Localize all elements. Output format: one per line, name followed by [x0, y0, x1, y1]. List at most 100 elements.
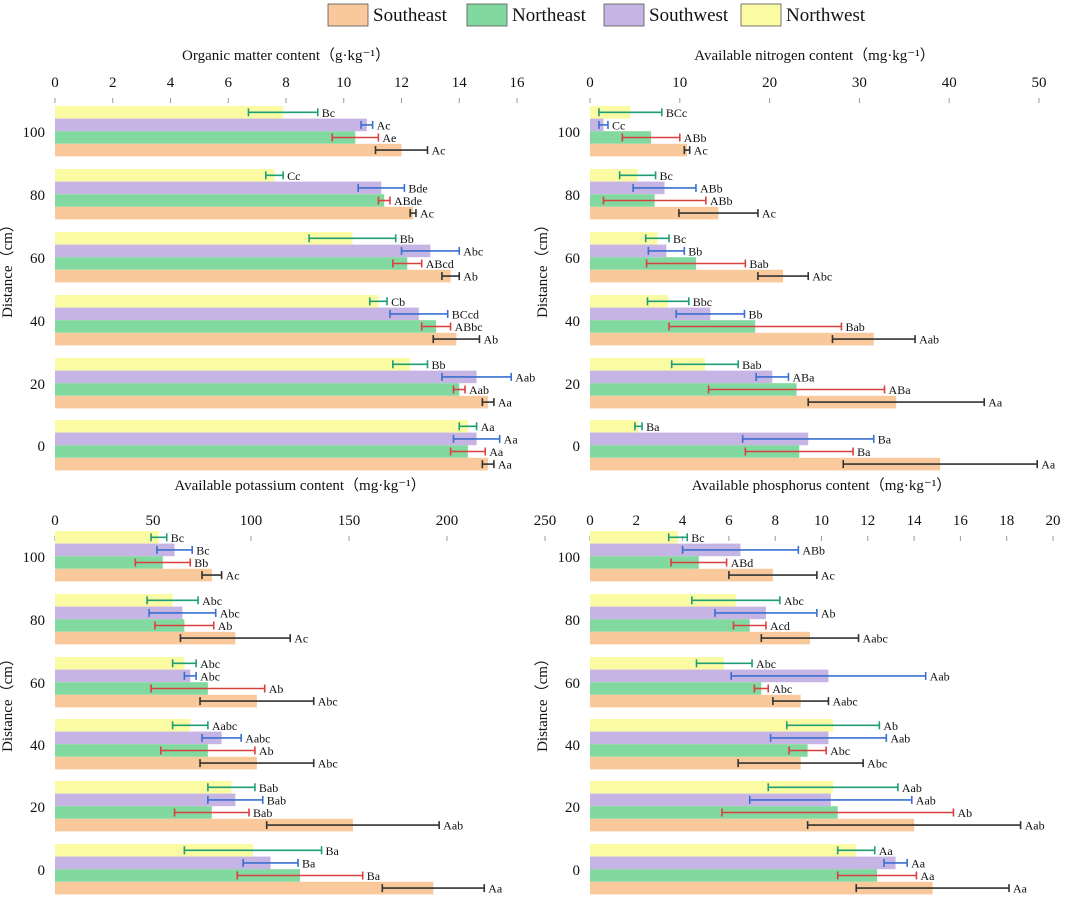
bar-southeast-40	[55, 332, 457, 346]
significance-label-northwest-40: Cb	[391, 295, 405, 309]
significance-label-southeast-20: Aab	[443, 819, 463, 833]
significance-label-northwest-0: Aa	[879, 844, 894, 858]
category-label-60: 60	[565, 676, 580, 692]
bar-northwest-80	[55, 169, 275, 182]
bar-northeast-60	[55, 257, 408, 270]
x-tick-label: 50	[1032, 75, 1047, 91]
bar-northeast-20	[55, 383, 460, 396]
x-tick-label: 10	[672, 75, 687, 91]
panel-available-phosphorus: Available phosphorus content（mg·kg⁻¹） Di…	[534, 477, 1061, 896]
significance-label-southeast-80: Ac	[294, 632, 308, 646]
bar-southeast-0	[590, 457, 941, 471]
significance-label-northwest-100: Bc	[691, 531, 704, 545]
bar-northeast-100	[55, 131, 356, 144]
x-tick-label: 150	[338, 513, 361, 529]
x-tick-label: 8	[771, 513, 779, 529]
bar-northwest-80	[590, 594, 736, 607]
category-label-20: 20	[565, 377, 580, 393]
significance-label-northeast-0: Ba	[367, 869, 381, 883]
bar-northeast-60	[590, 257, 696, 270]
significance-label-northeast-20: Ab	[957, 806, 972, 820]
significance-label-southeast-40: Aab	[919, 333, 939, 347]
panel-title-available-phosphorus: Available phosphorus content（mg·kg⁻¹）	[692, 477, 952, 494]
x-tick-label: 10	[814, 513, 829, 529]
bar-southeast-100	[590, 143, 687, 157]
significance-label-southwest-80: Bde	[408, 181, 427, 195]
legend-swatch-northeast	[466, 3, 508, 27]
bar-northwest-20	[55, 781, 232, 794]
panel-title-available-nitrogen: Available nitrogen content（mg·kg⁻¹）	[694, 47, 934, 64]
x-tick-label: 30	[852, 75, 867, 91]
x-tick-label: 12	[860, 513, 875, 529]
significance-label-northwest-40: Ab	[883, 719, 898, 733]
bar-southeast-20	[590, 818, 915, 832]
bar-northwest-40	[55, 719, 191, 732]
bar-southwest-60	[590, 244, 667, 258]
x-tick-label: 0	[51, 75, 59, 91]
bar-northwest-100	[55, 106, 284, 119]
significance-label-northeast-100: Ae	[382, 131, 396, 145]
significance-label-southwest-0: Aa	[911, 856, 926, 870]
bar-northeast-100	[590, 131, 652, 144]
panel-available-nitrogen: Available nitrogen content（mg·kg⁻¹） Dist…	[534, 47, 1056, 472]
category-label-0: 0	[38, 439, 46, 455]
bar-southwest-0	[590, 856, 896, 870]
x-tick-label: 250	[534, 513, 557, 529]
bar-southwest-60	[55, 244, 431, 258]
x-tick-label: 0	[51, 513, 59, 529]
significance-label-northwest-40: Aabc	[212, 719, 237, 733]
legend-swatch-northwest	[740, 3, 782, 27]
significance-label-northeast-20: ABa	[889, 383, 912, 397]
bar-northwest-60	[590, 232, 658, 245]
significance-label-southeast-60: Aabc	[832, 695, 857, 709]
x-tick-label: 0	[586, 513, 594, 529]
bar-northwest-60	[55, 657, 185, 670]
significance-label-northeast-80: ABde	[394, 194, 422, 208]
bar-southwest-80	[590, 181, 665, 195]
bar-northeast-60	[55, 682, 208, 695]
significance-label-southeast-40: Abc	[318, 757, 338, 771]
significance-label-southwest-80: ABb	[700, 181, 723, 195]
significance-label-southeast-20: Aa	[498, 396, 513, 410]
bar-southwest-60	[590, 669, 829, 683]
bar-southwest-0	[55, 432, 477, 446]
bar-northwest-40	[590, 719, 834, 732]
bar-northeast-20	[55, 806, 212, 819]
significance-label-northeast-80: Ab	[218, 619, 233, 633]
significance-label-northeast-20: Aab	[469, 383, 489, 397]
x-tick-label: 4	[679, 513, 687, 529]
significance-label-southwest-60: Abc	[463, 244, 483, 258]
bar-southeast-80	[590, 206, 719, 220]
significance-label-southwest-80: Ab	[821, 606, 836, 620]
bar-northeast-20	[590, 806, 838, 819]
x-tick-label: 6	[725, 513, 733, 529]
significance-label-northwest-80: Abc	[202, 594, 222, 608]
bar-southeast-60	[590, 269, 784, 283]
significance-label-southwest-0: Ba	[302, 856, 316, 870]
significance-label-southeast-100: Ac	[694, 144, 708, 158]
bar-northwest-60	[55, 232, 353, 245]
bar-southeast-20	[55, 818, 353, 832]
bar-southeast-100	[55, 143, 402, 157]
significance-label-southwest-100: Ac	[377, 118, 391, 132]
bar-southwest-40	[55, 731, 222, 745]
bar-southeast-80	[55, 631, 236, 645]
category-label-100: 100	[23, 550, 46, 566]
significance-label-northeast-60: ABcd	[426, 257, 454, 271]
bar-southwest-60	[55, 669, 191, 683]
significance-label-northwest-60: Bc	[673, 232, 686, 246]
x-tick-label: 40	[942, 75, 957, 91]
bar-northeast-80	[590, 619, 750, 632]
significance-label-southwest-100: ABb	[802, 543, 825, 557]
bar-southwest-40	[55, 307, 419, 321]
bar-southeast-100	[590, 568, 773, 582]
significance-label-northwest-80: Cc	[287, 169, 300, 183]
significance-label-southeast-0: Aa	[1013, 882, 1028, 896]
category-label-20: 20	[30, 800, 45, 816]
bar-southeast-60	[55, 694, 257, 708]
category-label-80: 80	[565, 188, 580, 204]
bar-northeast-80	[55, 619, 185, 632]
significance-label-southwest-40: BCcd	[452, 307, 479, 321]
significance-label-southeast-0: Aa	[488, 882, 503, 896]
category-label-80: 80	[565, 613, 580, 629]
